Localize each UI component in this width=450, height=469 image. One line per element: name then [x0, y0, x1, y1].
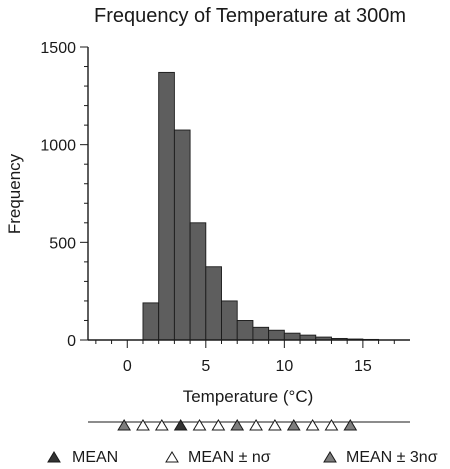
legend: MEAN MEAN ± nσ MEAN ± 3nσ	[47, 449, 438, 466]
marker-strip	[88, 419, 410, 431]
mean-3sigma-marker	[343, 419, 358, 431]
mean-3sigma-marker	[286, 419, 301, 431]
mean-nsigma-marker	[211, 419, 226, 431]
y-tick-label: 500	[49, 235, 76, 252]
legend-mean-3sigma-marker	[323, 451, 337, 463]
mean-3sigma-marker	[230, 419, 245, 431]
legend-mean-marker	[47, 451, 61, 463]
histogram-bar-11	[299, 334, 317, 341]
y-tick-label: 0	[67, 333, 76, 350]
histogram-bar-9	[268, 329, 285, 341]
histogram-bar-2	[158, 71, 175, 341]
mean-nsigma-marker	[192, 419, 207, 431]
histogram-bar-8	[252, 326, 270, 341]
x-tick-label: 10	[275, 358, 293, 375]
x-tick-label: 15	[354, 358, 372, 375]
histogram-bar-10	[283, 332, 301, 341]
mean-nsigma-marker	[305, 419, 320, 431]
chart-title: Frequency of Temperature at 300m	[94, 5, 406, 27]
y-tick-label: 1500	[40, 40, 76, 57]
legend-mean-nsigma-label: MEAN ± nσ	[188, 449, 271, 466]
y-axis-label: Frequency	[5, 153, 24, 234]
legend-mean-nsigma-marker	[165, 451, 179, 463]
histogram-bar-5	[205, 266, 222, 341]
legend-mean-label: MEAN	[72, 449, 118, 466]
bars-layer	[142, 71, 380, 341]
x-tick-label: 0	[123, 358, 132, 375]
histogram-bar-4	[189, 222, 207, 341]
mean-nsigma-marker	[268, 419, 282, 431]
mean-nsigma-marker	[154, 419, 169, 431]
mean-3sigma-marker	[117, 419, 132, 431]
y-tick-label: 1000	[40, 138, 76, 155]
histogram-bar-6	[221, 300, 238, 341]
axes-layer: 0 500 1000 1500 0 5 10 15	[40, 40, 410, 375]
mean-nsigma-marker	[324, 419, 339, 431]
legend-mean-3sigma-label: MEAN ± 3nσ	[346, 449, 438, 466]
histogram-bar-3	[173, 129, 191, 341]
x-tick-label: 5	[201, 358, 210, 375]
mean-nsigma-marker	[136, 419, 150, 431]
histogram-bar-7	[236, 320, 254, 341]
histogram-bar-1	[142, 302, 160, 341]
mean-nsigma-marker	[249, 419, 263, 431]
mean-marker	[173, 419, 188, 431]
x-axis-label: Temperature (°C)	[183, 387, 314, 406]
